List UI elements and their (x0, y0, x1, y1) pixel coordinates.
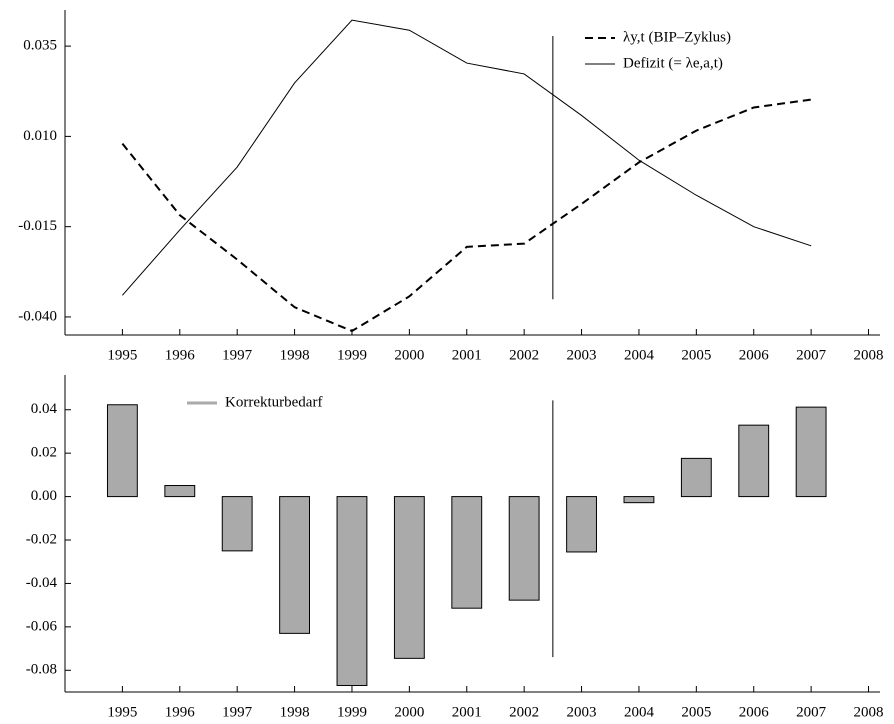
legend-label: λy,t (BIP–Zyklus) (623, 29, 731, 45)
x-tick-label: 2007 (796, 347, 827, 363)
x-tick-label: 2005 (681, 347, 711, 363)
y-tick-label: -0.040 (18, 308, 57, 324)
x-tick-label: 1996 (165, 347, 196, 363)
x-tick-label: 1995 (107, 347, 137, 363)
x-tick-label: 1998 (280, 704, 310, 720)
x-tick-label: 1999 (337, 347, 367, 363)
x-tick-label: 1997 (222, 347, 253, 363)
x-tick-label: 2007 (796, 704, 827, 720)
bar (164, 485, 196, 498)
bar (623, 496, 655, 504)
y-tick-label: 0.04 (31, 401, 58, 417)
x-tick-label: 1996 (165, 704, 196, 720)
x-tick-label: 2008 (854, 347, 884, 363)
x-tick-label: 2001 (452, 347, 482, 363)
x-tick-label: 2002 (509, 347, 539, 363)
x-tick-label: 1997 (222, 704, 253, 720)
x-tick-label: 2005 (681, 704, 711, 720)
y-tick-label: -0.04 (26, 575, 58, 591)
y-tick-label: -0.02 (26, 531, 57, 547)
x-tick-label: 2004 (624, 704, 655, 720)
bar (451, 496, 483, 609)
legend-label: Korrekturbedarf (225, 394, 322, 410)
line-series (122, 19, 812, 296)
y-tick-label: 0.035 (23, 38, 57, 54)
x-tick-label: 2006 (739, 347, 770, 363)
bar (566, 496, 597, 553)
x-tick-label: 2002 (509, 704, 539, 720)
x-tick-label: 2000 (394, 704, 424, 720)
bar (106, 404, 138, 498)
y-tick-label: -0.08 (26, 662, 57, 678)
x-tick-label: 2004 (624, 347, 655, 363)
y-tick-label: 0.010 (23, 128, 57, 144)
x-tick-label: 2006 (739, 704, 770, 720)
bar (393, 496, 425, 659)
x-tick-label: 2003 (567, 704, 597, 720)
bar (221, 496, 253, 552)
y-tick-label: 0.02 (31, 445, 57, 461)
x-tick-label: 2001 (452, 704, 482, 720)
x-tick-label: 1999 (337, 704, 367, 720)
line-series (121, 98, 812, 333)
x-tick-label: 2003 (567, 347, 597, 363)
bar (508, 496, 540, 601)
x-tick-label: 2000 (394, 347, 424, 363)
bar (279, 496, 311, 634)
bar (738, 424, 770, 498)
legend-label: Defizit (= λe,a,t) (623, 55, 723, 71)
bar (680, 457, 712, 498)
x-tick-label: 2008 (854, 704, 884, 720)
y-tick-label: -0.06 (26, 618, 58, 634)
x-tick-label: 1998 (280, 347, 310, 363)
bar (336, 496, 368, 686)
x-tick-label: 1995 (107, 704, 137, 720)
bar (795, 406, 827, 498)
y-tick-label: 0.00 (31, 488, 57, 504)
y-tick-label: -0.015 (18, 218, 57, 234)
